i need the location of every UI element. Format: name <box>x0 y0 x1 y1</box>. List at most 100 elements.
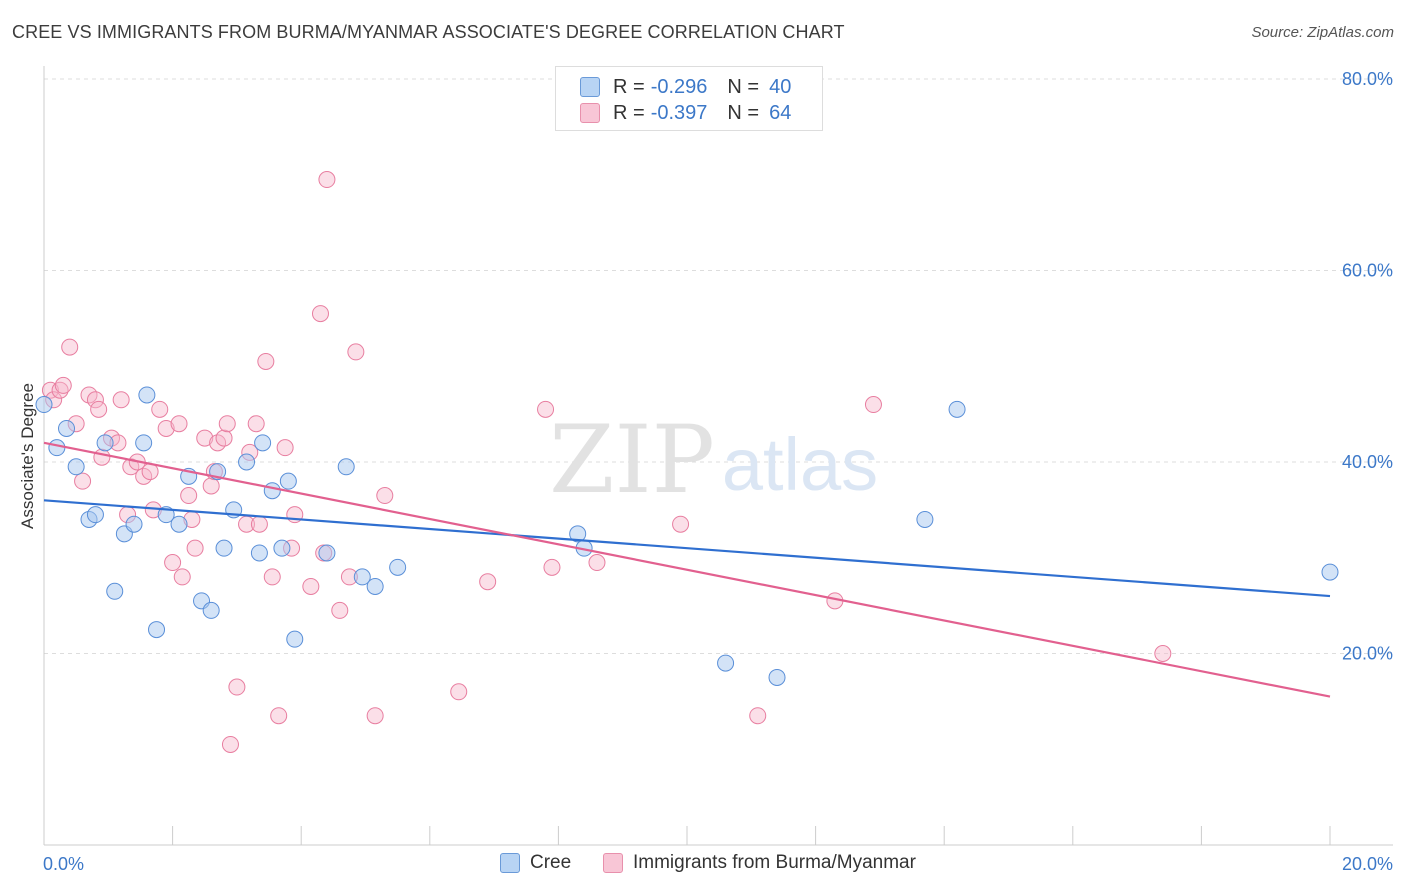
burma-point <box>270 707 288 725</box>
burma-point <box>1154 645 1172 662</box>
legend-n-value: 40 <box>769 75 792 98</box>
burma-point <box>173 568 191 586</box>
burma-trend-line <box>43 441 1331 698</box>
cree-point <box>58 419 76 437</box>
chart-title: CREE VS IMMIGRANTS FROM BURMA/MYANMAR AS… <box>12 22 845 42</box>
y-tick-label: 40.0% <box>1342 452 1393 472</box>
cree-point <box>366 577 384 595</box>
cree-point <box>916 510 934 528</box>
legend-r-value: -0.296 <box>650 75 708 98</box>
burma-point <box>164 554 182 572</box>
burma-point <box>302 577 320 595</box>
burma-point <box>257 352 275 370</box>
cree-point <box>318 544 336 562</box>
burma-point <box>537 400 555 418</box>
burma-point <box>54 376 72 394</box>
burma-point <box>311 305 329 323</box>
cree-point <box>96 434 114 452</box>
y-tick-label: 60.0% <box>1342 261 1393 281</box>
burma-point <box>90 400 108 418</box>
legend-row-burma: R = -0.397 N = 64 <box>580 101 791 125</box>
cree-point <box>286 630 304 648</box>
cree-point <box>35 396 53 414</box>
legend-swatch-cree <box>500 853 520 873</box>
legend-r-label: R = <box>613 101 645 124</box>
burma-point <box>74 472 92 490</box>
cree-point <box>1321 563 1339 581</box>
cree-point <box>135 434 153 452</box>
burma-point <box>151 400 169 418</box>
burma-point <box>247 415 265 433</box>
burma-point <box>196 429 214 447</box>
cree-point <box>138 386 156 404</box>
burma-point <box>263 568 281 586</box>
burma-point <box>93 448 111 466</box>
cree-point <box>279 472 297 490</box>
burma-point <box>588 554 606 572</box>
burma-point <box>543 558 561 576</box>
legend-label-cree: Cree <box>530 852 572 873</box>
burma-point <box>450 683 468 701</box>
cree-point <box>389 558 407 576</box>
legend-swatch-burma <box>580 103 600 123</box>
burma-point <box>202 477 220 495</box>
burma-point <box>157 419 175 437</box>
burma-point <box>376 487 394 505</box>
y-tick-label: 80.0% <box>1342 69 1393 89</box>
burma-point <box>51 381 69 399</box>
axes <box>43 66 1393 846</box>
burma-point <box>86 391 104 409</box>
legend-item-burma: Immigrants from Burma/Myanmar <box>603 852 916 874</box>
burma-point <box>864 396 882 414</box>
cree-point <box>67 458 85 476</box>
cree-point <box>106 582 124 600</box>
series-burma-points <box>41 171 1172 753</box>
cree-point <box>148 621 166 639</box>
burma-point <box>672 515 690 533</box>
legend-n-label: N = <box>727 101 760 124</box>
burma-point <box>218 415 236 433</box>
cree-point <box>569 525 587 543</box>
cree-point <box>170 515 188 533</box>
cree-point <box>48 439 66 457</box>
trend-lines <box>43 441 1331 698</box>
cree-point <box>353 568 371 586</box>
cree-point <box>273 539 291 557</box>
cree-point <box>125 515 143 533</box>
burma-point <box>347 343 365 361</box>
legend-n-value: 64 <box>769 101 792 124</box>
legend-row-cree: R = -0.296 N = 40 <box>580 75 791 99</box>
burma-point <box>61 338 79 356</box>
legend-swatch-burma <box>603 853 623 873</box>
tick-labels: 20.0% 40.0% 60.0% 80.0% 0.0% 20.0% <box>43 69 1393 874</box>
cree-point <box>86 506 104 524</box>
watermark-zip: ZIP <box>549 406 715 515</box>
burma-point <box>215 429 233 447</box>
burma-point <box>318 171 336 189</box>
burma-point <box>250 515 268 533</box>
y-tick-label: 20.0% <box>1342 644 1393 664</box>
burma-point <box>331 601 349 619</box>
cree-point <box>254 434 272 452</box>
stats-legend: R = -0.296 N = 40 R = -0.397 N = 64 <box>555 66 823 131</box>
burma-point <box>41 381 59 399</box>
y-axis-title: Associate's Degree <box>18 383 37 529</box>
cree-point <box>948 400 966 418</box>
legend-n-label: N = <box>727 75 760 98</box>
cree-point <box>717 654 735 672</box>
cree-point <box>337 458 355 476</box>
series-cree-points <box>35 386 1339 686</box>
cree-point <box>238 453 256 471</box>
chart-source: Source: ZipAtlas.com <box>1251 24 1394 41</box>
burma-point <box>276 439 294 457</box>
burma-point <box>749 707 767 725</box>
series-legend: Cree Immigrants from Burma/Myanmar <box>0 852 1406 878</box>
burma-point <box>180 487 198 505</box>
watermark-atlas: atlas <box>722 423 878 506</box>
burma-point <box>186 539 204 557</box>
legend-r-value: -0.397 <box>650 101 708 124</box>
cree-point <box>263 482 281 500</box>
burma-point <box>228 678 246 696</box>
grid-lines <box>44 78 1393 654</box>
